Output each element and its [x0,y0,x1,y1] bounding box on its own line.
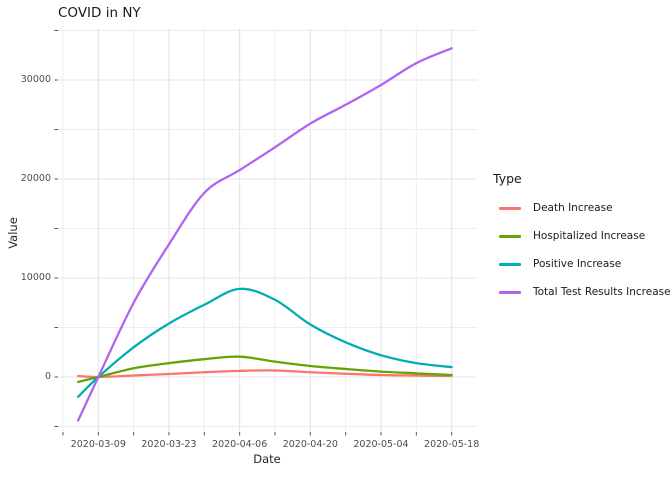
y-tick-label: 30000 [20,74,51,85]
chart-title: COVID in NY [58,5,141,21]
legend-swatch [499,290,521,294]
legend-title: Type [493,171,522,186]
legend-item: Total Test Results Increase [491,278,671,306]
x-tick-label: 2020-03-23 [141,439,197,450]
y-axis-title: Value [6,217,20,249]
x-axis-title: Date [253,452,281,466]
y-tick-label: 10000 [20,272,51,283]
legend-item-label: Positive Increase [533,258,622,270]
y-tick-label: 20000 [20,173,51,184]
x-tick-label: 2020-04-06 [212,439,268,450]
legend: Type Death Increase Hospitalized Increase… [491,171,671,306]
series-line-positive-increase [76,287,453,398]
legend-item: Death Increase [491,194,671,222]
legend-item-label: Death Increase [533,202,613,214]
legend-swatch [499,234,521,238]
x-tick-label: 2020-04-20 [282,439,338,450]
legend-item-label: Hospitalized Increase [533,230,646,242]
plot-panel [58,28,477,432]
legend-item-label: Total Test Results Increase [533,286,671,298]
legend-items: Death Increase Hospitalized Increase Posit… [491,194,671,306]
series-line-total-test-results-increase [76,47,453,422]
legend-item: Hospitalized Increase [491,222,671,250]
series-line-hospitalized-increase [76,355,453,384]
series-line-death-increase [76,369,453,379]
legend-swatch [499,206,521,210]
x-tick-label: 2020-05-18 [424,439,480,450]
legend-item: Positive Increase [491,250,671,278]
y-tick-label: 0 [44,371,51,382]
x-tick-label: 2020-05-04 [353,439,409,450]
x-tick-label: 2020-03-09 [70,439,126,450]
legend-swatch [499,262,521,266]
